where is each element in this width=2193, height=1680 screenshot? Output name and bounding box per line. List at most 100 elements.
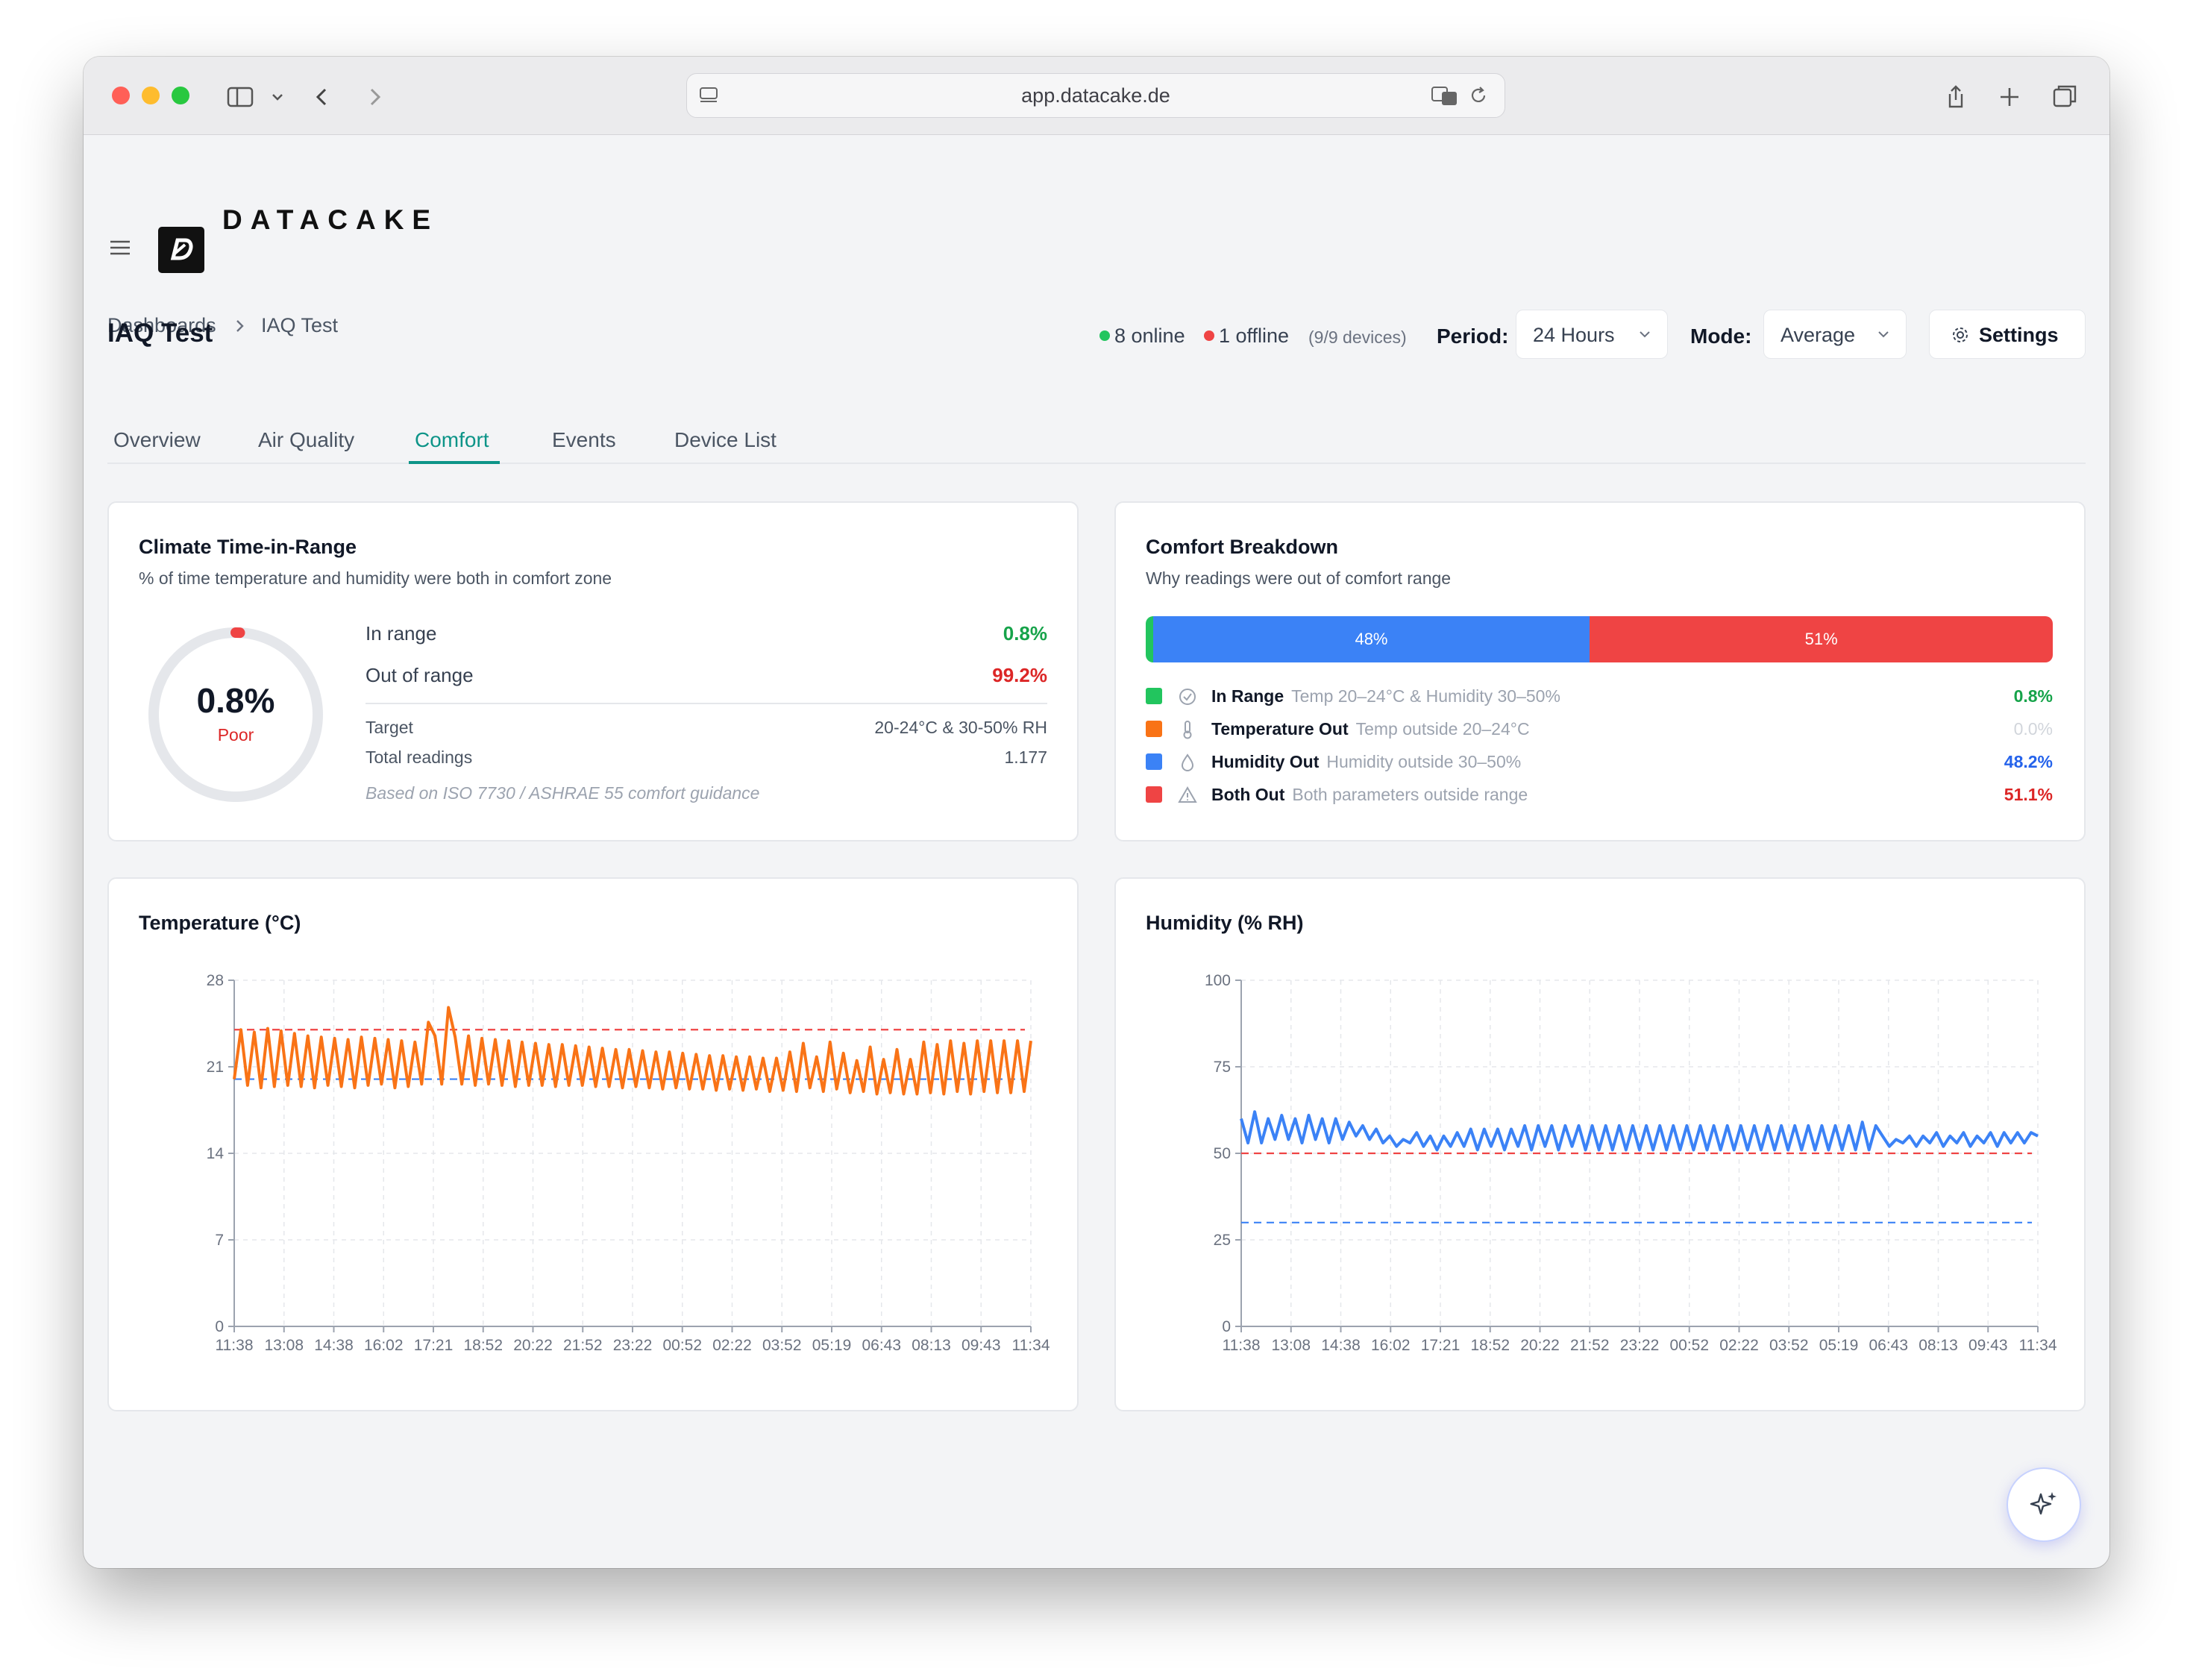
back-arrow-icon[interactable]: [307, 82, 337, 112]
humidity-chart-card: Humidity (% RH) 0 25 50 75 100 11:38 13:08 14:3…: [1114, 877, 2086, 1411]
x-tick-label: 18:52: [1470, 1337, 1510, 1354]
x-tick-label: 23:22: [1620, 1337, 1660, 1354]
card-title: Comfort Breakdown: [1146, 536, 1339, 558]
divider: [366, 703, 1047, 704]
hamburger-menu-icon[interactable]: [107, 235, 133, 260]
reload-icon[interactable]: [1466, 83, 1491, 108]
x-tick-label: 05:19: [1819, 1337, 1859, 1354]
minimize-window-button[interactable]: [142, 87, 160, 104]
y-tick-label: 14: [207, 1145, 225, 1162]
online-count: 8 online: [1114, 325, 1185, 347]
tab-air-quality[interactable]: Air Quality: [258, 428, 355, 451]
legend-swatch: [1146, 688, 1162, 704]
x-tick-label: 00:52: [662, 1337, 702, 1354]
maximize-window-button[interactable]: [172, 87, 189, 104]
comfort-breakdown-bar: 48% 51%: [1146, 616, 2053, 662]
close-window-button[interactable]: [112, 87, 130, 104]
y-tick-label: 21: [207, 1059, 224, 1076]
x-tick-label: 18:52: [463, 1337, 503, 1354]
x-tick-label: 08:13: [1919, 1337, 1958, 1354]
x-tick-label: 11:38: [1223, 1337, 1261, 1354]
temperature-chart: 0 7 14 21 28 11:38 13:08 14:38 16:02 17:21 18:52 20…: [207, 972, 1050, 1354]
in-range-value: 0.8%: [1003, 622, 1047, 645]
tab-comfort[interactable]: Comfort: [415, 428, 489, 451]
legend-description: Temp outside 20–24°C: [1355, 719, 1530, 739]
x-tick-label: 21:52: [1570, 1337, 1610, 1354]
period-select[interactable]: 24 Hours: [1516, 310, 1668, 359]
x-tick-label: 23:22: [613, 1337, 653, 1354]
legend-label: Both Out: [1211, 785, 1285, 804]
legend-name: In Range Temp 20–24°C & Humidity 30–50%: [1211, 686, 1560, 706]
datacake-logo[interactable]: [158, 227, 204, 273]
legend-row-temperature-out: Temperature Out Temp outside 20–24°C 0.0%: [1146, 718, 2053, 740]
forward-arrow-icon[interactable]: [360, 82, 389, 112]
comfort-breakdown-card: Comfort Breakdown Why readings were out …: [1114, 501, 2086, 841]
y-tick-label: 25: [1214, 1232, 1231, 1249]
x-tick-label: 03:52: [762, 1337, 802, 1354]
settings-button[interactable]: Settings: [1929, 310, 2086, 359]
brand-name[interactable]: DATACAKE: [222, 204, 439, 235]
legend-row-both-out: Both Out Both parameters outside range 51…: [1146, 783, 2053, 806]
x-tick-label: 14:38: [314, 1337, 354, 1354]
chart-title: Humidity (% RH): [1146, 912, 1304, 934]
x-tick-label: 20:22: [1520, 1337, 1560, 1354]
mode-value: Average: [1781, 324, 1856, 346]
series-line: [1240, 1110, 2039, 1152]
breakdown-segment: 48%: [1152, 616, 1590, 662]
x-tick-label: 17:21: [1421, 1337, 1461, 1354]
tab-overview[interactable]: Overview: [113, 428, 201, 451]
settings-label: Settings: [1979, 324, 2059, 346]
new-tab-icon[interactable]: [1995, 82, 2024, 112]
legend-name: Temperature Out Temp outside 20–24°C: [1211, 719, 1530, 739]
x-tick-label: 16:02: [364, 1337, 404, 1354]
mode-label: Mode:: [1690, 325, 1752, 348]
legend-value: 0.0%: [2013, 719, 2053, 739]
x-tick-label: 03:52: [1769, 1337, 1809, 1354]
target-label: Target: [366, 718, 413, 737]
gear-icon: [1953, 327, 1968, 342]
translate-icon[interactable]: [1430, 83, 1460, 108]
legend-label: Temperature Out: [1211, 719, 1349, 739]
guidance-note: Based on ISO 7730 / ASHRAE 55 comfort gu…: [366, 783, 760, 803]
breakdown-segment-label: 51%: [1804, 630, 1838, 648]
legend-name: Both Out Both parameters outside range: [1211, 785, 1528, 805]
x-tick-label: 06:43: [1869, 1337, 1908, 1354]
x-tick-label: 20:22: [513, 1337, 553, 1354]
x-tick-label: 13:08: [1271, 1337, 1311, 1354]
breadcrumb-dashboards[interactable]: Dashboards: [107, 314, 216, 336]
droplet-icon: [1181, 753, 1194, 771]
x-tick-label: 11:34: [2019, 1337, 2057, 1354]
tab-overview-icon[interactable]: [2050, 82, 2080, 112]
warning-triangle-icon: [1178, 786, 1197, 803]
x-tick-label: 06:43: [862, 1337, 901, 1354]
x-tick-label: 11:38: [216, 1337, 254, 1354]
legend-value: 0.8%: [2013, 686, 2053, 706]
x-tick-label: 00:52: [1669, 1337, 1709, 1354]
tab-events[interactable]: Events: [552, 428, 616, 451]
legend-row-in-range: In Range Temp 20–24°C & Humidity 30–50% 0…: [1146, 685, 2053, 707]
ai-assistant-button[interactable]: [2007, 1467, 2081, 1542]
page-title: IAQ Test: [107, 319, 213, 348]
out-of-range-label: Out of range: [366, 664, 474, 686]
offline-dot: [1204, 330, 1214, 341]
legend-swatch: [1146, 753, 1162, 770]
chart-title: Temperature (°C): [139, 912, 301, 934]
x-tick-label: 02:22: [712, 1337, 752, 1354]
url-text: app.datacake.de: [1021, 84, 1170, 107]
out-of-range-value: 99.2%: [992, 664, 1047, 686]
sidebar-toggle-icon[interactable]: [225, 82, 255, 112]
address-bar[interactable]: app.datacake.de: [686, 73, 1505, 118]
y-tick-label: 7: [215, 1232, 224, 1249]
y-tick-label: 0: [215, 1318, 224, 1335]
chevron-down-icon[interactable]: [263, 82, 292, 112]
legend-label: Humidity Out: [1211, 752, 1320, 771]
y-tick-label: 28: [207, 972, 224, 989]
mode-select[interactable]: Average: [1763, 310, 1907, 359]
temperature-chart-card: Temperature (°C) 0 7 14 21 28 11:38 13:08 14:38…: [107, 877, 1079, 1411]
time-in-range-gauge: [148, 627, 323, 802]
tab-device-list[interactable]: Device List: [674, 428, 777, 451]
legend-name: Humidity Out Humidity outside 30–50%: [1211, 752, 1521, 772]
share-icon[interactable]: [1941, 82, 1971, 112]
page-menu-icon[interactable]: [696, 83, 721, 108]
y-tick-label: 75: [1214, 1059, 1231, 1076]
